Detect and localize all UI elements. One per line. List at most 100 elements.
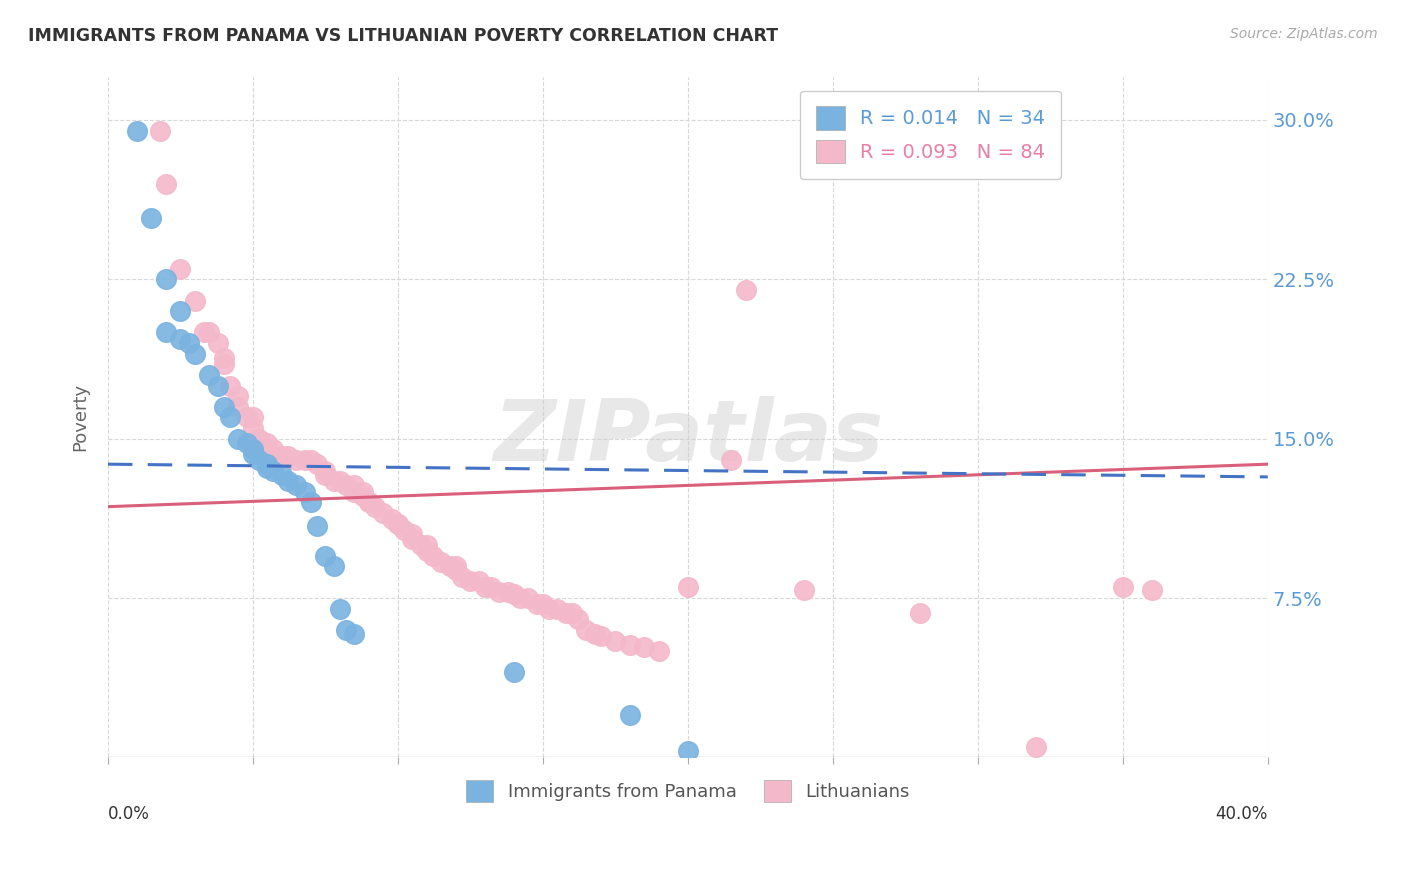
Point (479, 581, 502, 595)
Point (228, 432, 250, 446)
Point (373, 506, 395, 520)
Point (537, 601, 560, 615)
Point (228, 400, 250, 414)
Point (323, 559, 346, 574)
Point (589, 629, 612, 643)
Point (179, 336, 201, 351)
Point (212, 400, 235, 414)
Point (329, 474, 352, 488)
Point (734, 283, 756, 297)
Point (411, 538, 433, 552)
Point (335, 623, 357, 637)
Point (416, 538, 439, 552)
Point (401, 527, 423, 541)
Y-axis label: Poverty: Poverty (72, 384, 89, 451)
Point (555, 606, 578, 620)
Point (503, 587, 526, 601)
Point (242, 410, 264, 425)
Point (242, 446, 264, 460)
Point (314, 464, 336, 478)
Point (1140, 582, 1163, 597)
Point (198, 326, 221, 340)
Point (633, 640, 655, 654)
Point (531, 598, 554, 612)
Point (285, 453, 308, 467)
Point (430, 555, 453, 569)
Point (277, 474, 299, 488)
Point (575, 623, 598, 637)
Point (277, 449, 299, 463)
Point (256, 457, 278, 471)
Point (236, 436, 259, 450)
Text: 40.0%: 40.0% (1215, 805, 1268, 823)
Point (228, 389, 250, 403)
Point (474, 581, 496, 595)
Point (387, 516, 409, 531)
Point (561, 606, 583, 620)
Text: Source: ZipAtlas.com: Source: ZipAtlas.com (1230, 27, 1378, 41)
Text: IMMIGRANTS FROM PANAMA VS LITHUANIAN POVERTY CORRELATION CHART: IMMIGRANTS FROM PANAMA VS LITHUANIAN POV… (28, 27, 779, 45)
Point (314, 549, 336, 563)
Point (193, 326, 215, 340)
Point (262, 464, 284, 478)
Point (294, 453, 316, 467)
Point (305, 457, 328, 471)
Point (439, 559, 461, 574)
Point (676, 744, 699, 758)
Point (149, 123, 172, 137)
Point (416, 544, 439, 558)
Point (294, 484, 316, 499)
Point (517, 591, 540, 605)
Point (329, 601, 352, 615)
Point (343, 627, 366, 641)
Point (496, 584, 519, 599)
Point (488, 584, 510, 599)
Point (444, 559, 467, 574)
Point (422, 549, 444, 563)
Point (605, 633, 627, 648)
Point (352, 489, 374, 503)
Point (218, 410, 240, 425)
Point (256, 436, 278, 450)
Point (460, 574, 482, 588)
Point (444, 563, 467, 577)
Point (468, 574, 491, 588)
Point (720, 453, 742, 467)
Point (169, 332, 191, 346)
Point (299, 495, 322, 509)
Point (212, 357, 235, 371)
Point (323, 474, 346, 488)
Point (364, 500, 387, 514)
Point (314, 467, 336, 482)
Point (247, 432, 270, 446)
Point (207, 378, 229, 392)
Point (271, 449, 294, 463)
Point (155, 177, 177, 191)
Point (155, 326, 177, 340)
Point (285, 478, 308, 492)
Point (198, 368, 221, 382)
Legend: Immigrants from Panama, Lithuanians: Immigrants from Panama, Lithuanians (458, 773, 917, 810)
Point (546, 601, 568, 615)
Point (1112, 581, 1135, 595)
Point (503, 665, 526, 680)
Point (352, 484, 374, 499)
Point (381, 512, 404, 526)
Text: ZIPatlas: ZIPatlas (492, 396, 883, 479)
Point (169, 261, 191, 276)
Point (357, 495, 380, 509)
Point (256, 442, 278, 457)
Point (212, 351, 235, 365)
Text: 0.0%: 0.0% (108, 805, 150, 823)
Point (401, 532, 423, 546)
Point (262, 442, 284, 457)
Point (583, 627, 606, 641)
Point (242, 421, 264, 435)
Point (908, 606, 931, 620)
Point (242, 442, 264, 457)
Point (184, 346, 207, 360)
Point (169, 304, 191, 318)
Point (271, 467, 294, 482)
Point (155, 272, 177, 286)
Point (648, 644, 671, 658)
